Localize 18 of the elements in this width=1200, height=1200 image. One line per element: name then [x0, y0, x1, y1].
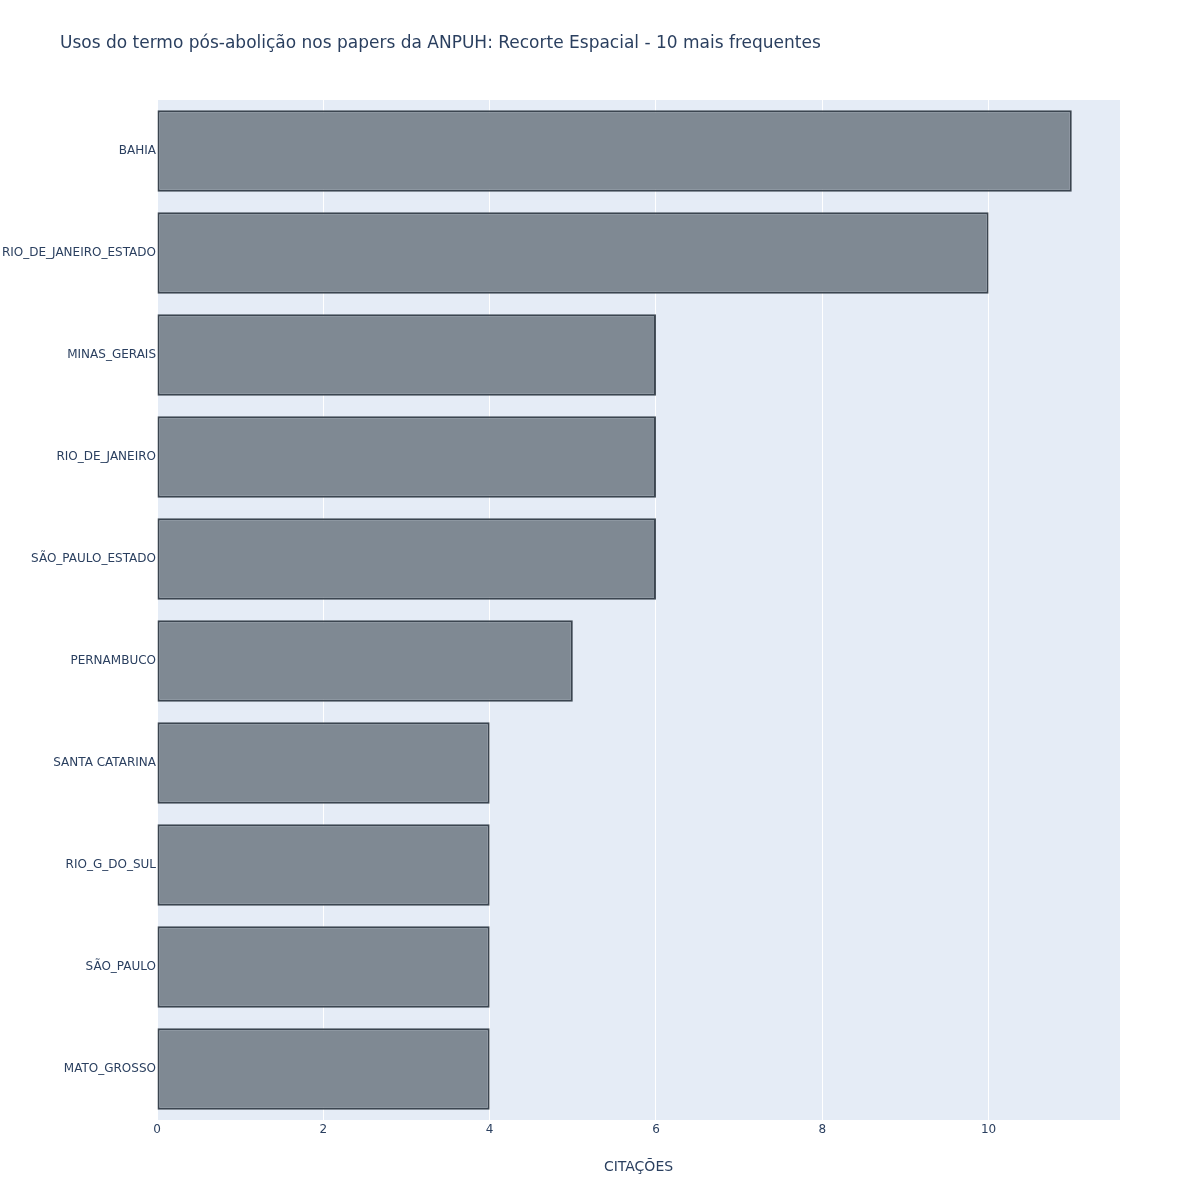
y-tick-label: BAHIA	[118, 143, 157, 158]
x-axis-title: CITAÇÕES	[603, 1158, 674, 1175]
x-tick-label: 8	[818, 1122, 827, 1137]
y-tick-label: RIO_DE_JANEIRO_ESTADO	[1, 245, 156, 260]
y-tick-label: SÃO_PAULO_ESTADO	[31, 550, 156, 566]
x-tick-label: 0	[153, 1122, 161, 1137]
chart-title: Usos do termo pós-abolição nos papers da ANPUH: Recorte Espacial - 10 mais frequentes	[60, 32, 821, 53]
y-tick-label: SÃO_PAULO	[85, 958, 156, 974]
y-tick-label: MINAS_GERAIS	[67, 347, 156, 362]
x-tick-label: 4	[485, 1122, 494, 1137]
y-tick-label: SANTA CATARINA	[53, 755, 157, 770]
y-tick-label: MATO_GROSSO	[63, 1061, 156, 1076]
y-tick-label: RIO_DE_JANEIRO	[56, 449, 156, 464]
x-tick-label: 6	[652, 1122, 660, 1137]
y-tick-label: PERNAMBUCO	[70, 653, 156, 668]
x-tick-label: 2	[319, 1122, 328, 1137]
x-tick-label: 10	[980, 1122, 997, 1137]
y-tick-label: RIO_G_DO_SUL	[65, 857, 157, 872]
